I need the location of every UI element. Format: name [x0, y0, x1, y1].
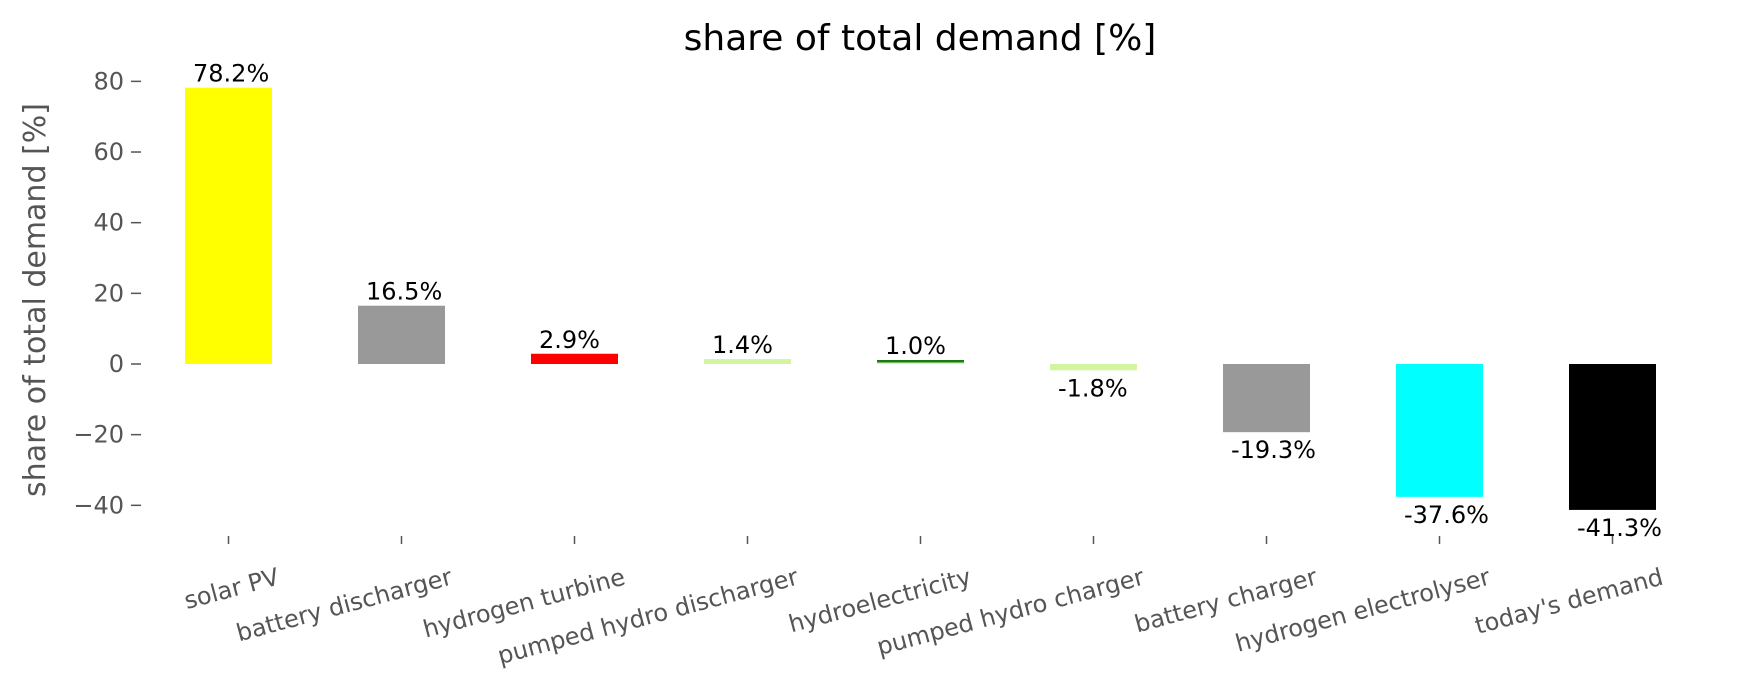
data-labels-group: 78.2% 16.5% 2.9% 1.4% 1.0% -1.8% -19.3% -37.6% -… [193, 60, 1662, 542]
data-label: 78.2% [193, 60, 269, 88]
data-label: -19.3% [1231, 436, 1316, 464]
y-tick-label: 60 [93, 138, 124, 166]
x-tick-label: today's demand [1472, 563, 1666, 640]
x-tick-label: solar PV [181, 563, 282, 615]
bar [704, 359, 791, 364]
bar [1050, 364, 1137, 371]
bar [358, 305, 445, 364]
y-tick-label: 0 [109, 350, 124, 378]
y-tick-label: −20 [73, 421, 124, 449]
bar [531, 353, 618, 364]
bar [185, 87, 272, 365]
bar-value-line [877, 360, 964, 363]
data-label: 16.5% [366, 278, 442, 306]
data-label: -37.6% [1404, 501, 1489, 529]
data-label: -41.3% [1577, 514, 1662, 542]
data-label: -1.8% [1058, 374, 1128, 402]
bar [1396, 364, 1483, 497]
y-tick-label: 20 [93, 279, 124, 307]
y-axis: −40 −20 0 20 40 60 80 [73, 67, 141, 519]
data-label: 2.9% [539, 326, 600, 354]
bar [1569, 364, 1656, 510]
x-tick-label: pumped hydro discharger [495, 563, 802, 670]
data-label: 1.0% [885, 332, 946, 360]
chart-title: share of total demand [%] [684, 18, 1157, 59]
bar [1223, 364, 1310, 433]
y-tick-label: 40 [93, 209, 124, 237]
y-tick-label: −40 [73, 491, 124, 519]
data-label: 1.4% [712, 331, 773, 359]
y-tick-label: 80 [93, 67, 124, 95]
y-axis-label: share of total demand [%] [18, 103, 53, 497]
bars-group [185, 87, 1656, 510]
